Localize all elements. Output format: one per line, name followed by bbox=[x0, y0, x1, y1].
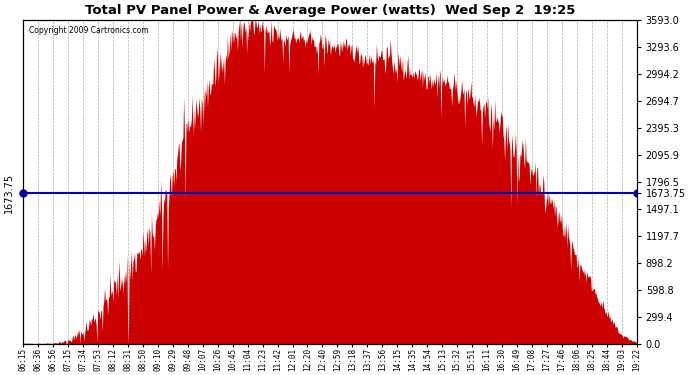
Text: Copyright 2009 Cartronics.com: Copyright 2009 Cartronics.com bbox=[30, 26, 149, 35]
Title: Total PV Panel Power & Average Power (watts)  Wed Sep 2  19:25: Total PV Panel Power & Average Power (wa… bbox=[85, 4, 575, 17]
